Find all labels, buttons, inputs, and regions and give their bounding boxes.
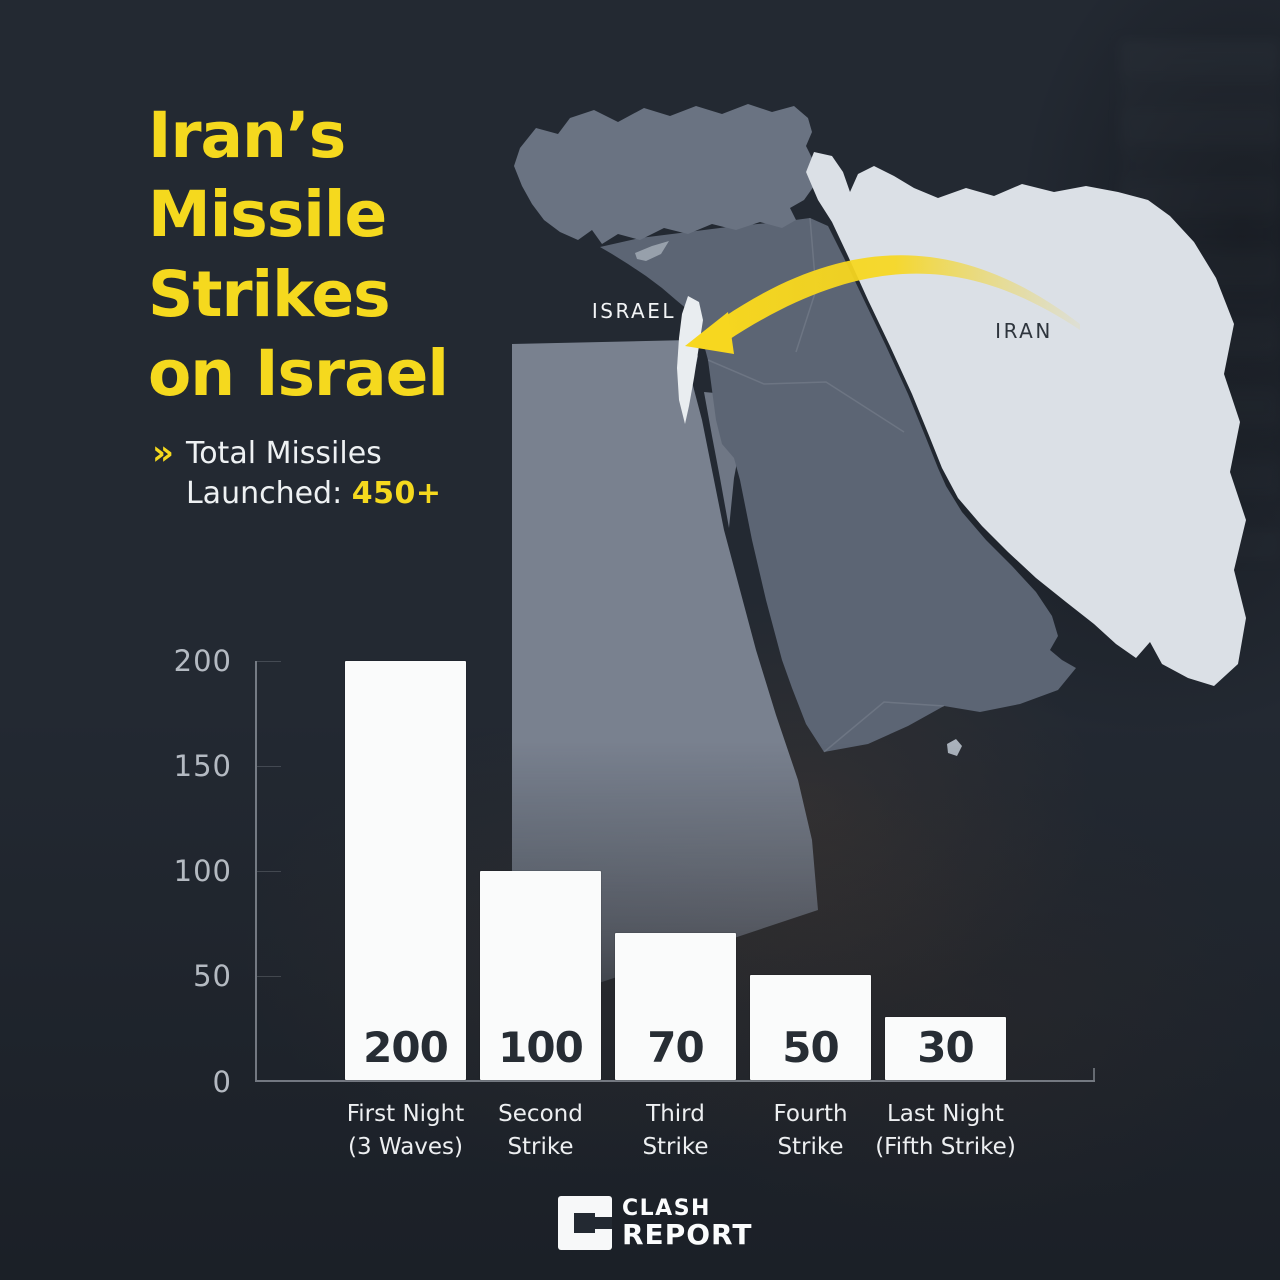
- category-label: Third Strike: [642, 1101, 709, 1160]
- category-label: First Night (3 Waves): [346, 1101, 465, 1160]
- iran-shape: [806, 152, 1246, 686]
- bar-group: 200 First Night (3 Waves): [345, 661, 466, 1160]
- brand-name-line2: REPORT: [622, 1217, 753, 1251]
- double-chevron-icon: »: [152, 433, 174, 473]
- bar-value-label: 200: [363, 1023, 449, 1072]
- missile-arrow-head: [685, 312, 734, 354]
- page-title: Iran’s Missile Strikes on Israel: [148, 99, 449, 411]
- y-axis-labels: 200 150 100 50 0: [130, 644, 242, 1099]
- y-tick-label: 150: [173, 749, 232, 783]
- y-tick-label: 100: [173, 854, 232, 888]
- bar-fourth-strike: 50: [750, 975, 871, 1080]
- logo-icon-opening: [588, 1217, 612, 1229]
- bar-second-strike: 100: [480, 870, 601, 1080]
- y-tick-label: 50: [193, 959, 232, 993]
- cyprus-shape: [635, 241, 669, 261]
- subtitle-text-main: Total Missiles Launched:: [185, 436, 382, 512]
- bar-value-label: 70: [647, 1023, 704, 1072]
- qatar-shape: [947, 739, 962, 756]
- bar-value-label: 30: [917, 1023, 974, 1072]
- bar-value-label: 50: [782, 1023, 839, 1072]
- y-tick-label: 200: [173, 644, 232, 678]
- subtitle-text: Total Missiles Launched: 450+: [186, 434, 442, 514]
- bar-chart: 200 First Night (3 Waves) 100 Second Str…: [255, 661, 1095, 1160]
- logo-text: CLASH REPORT: [622, 1195, 753, 1251]
- bar-group: 70 Third Strike: [615, 661, 736, 1160]
- bar-value-label: 100: [498, 1023, 584, 1072]
- israel-label: ISRAEL: [591, 299, 676, 323]
- subtitle-total-value: 450+: [351, 476, 442, 512]
- iran-label: IRAN: [995, 319, 1053, 343]
- clash-report-logo-icon: [558, 1196, 612, 1250]
- bar-group: 50 Fourth Strike: [750, 661, 871, 1160]
- y-tick-label: 0: [212, 1065, 232, 1099]
- bar-group: 100 Second Strike: [480, 661, 601, 1160]
- category-label: Last Night (Fifth Strike): [875, 1101, 1016, 1160]
- bar-first-night: 200: [345, 661, 466, 1080]
- subtitle: » Total Missiles Launched: 450+: [152, 433, 442, 514]
- category-label: Fourth Strike: [773, 1101, 848, 1160]
- axis-tick: [257, 976, 281, 977]
- axis-tick: [257, 766, 281, 767]
- brand-name-line1: CLASH: [622, 1195, 711, 1221]
- clash-report-logo: CLASH REPORT: [558, 1196, 752, 1250]
- israel-shape: [677, 296, 703, 424]
- turkey-shape: [514, 104, 814, 244]
- bar-third-strike: 70: [615, 933, 736, 1080]
- axis-tick: [257, 871, 281, 872]
- missile-arrow-curve: [724, 255, 1080, 341]
- egypt-shape: [512, 340, 818, 1012]
- category-label: Second Strike: [498, 1101, 583, 1160]
- bar-last-night: 30: [885, 1017, 1006, 1080]
- missile-arrow: [685, 255, 1080, 354]
- axis-tick: [257, 661, 281, 662]
- bar-group: 30 Last Night (Fifth Strike): [875, 661, 1016, 1160]
